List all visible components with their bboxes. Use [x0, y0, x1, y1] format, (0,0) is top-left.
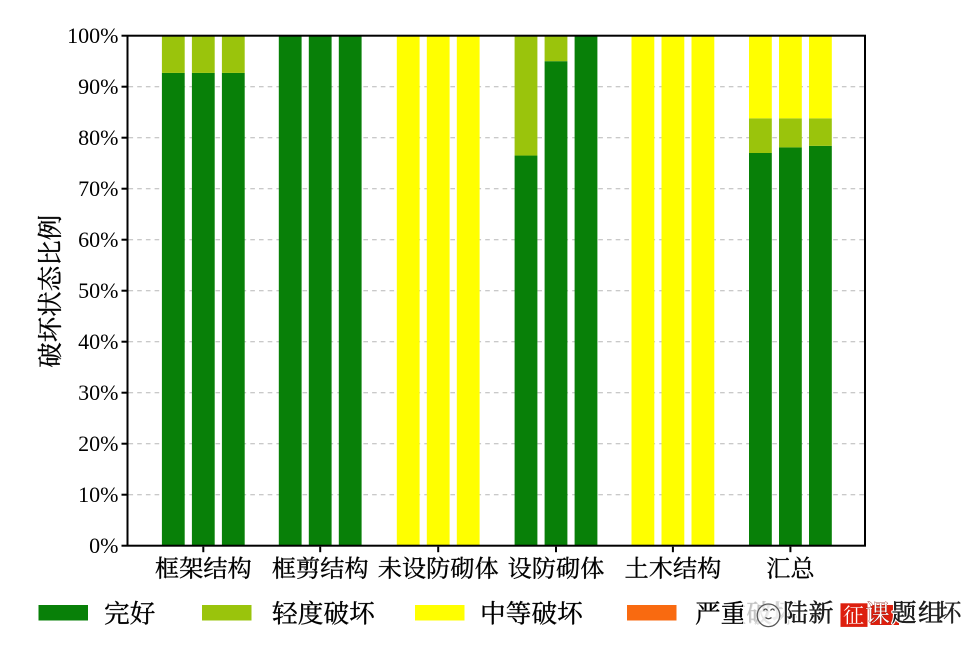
svg-text:20%: 20% — [78, 431, 118, 456]
svg-text:90%: 90% — [78, 74, 118, 99]
svg-text:10%: 10% — [78, 482, 118, 507]
svg-text:40%: 40% — [78, 329, 118, 354]
svg-text:70%: 70% — [78, 176, 118, 201]
svg-text:100%: 100% — [67, 23, 118, 48]
svg-text:50%: 50% — [78, 278, 118, 303]
svg-text:80%: 80% — [78, 125, 118, 150]
svg-text:60%: 60% — [78, 227, 118, 252]
svg-text:0%: 0% — [89, 533, 118, 558]
svg-text:30%: 30% — [78, 380, 118, 405]
